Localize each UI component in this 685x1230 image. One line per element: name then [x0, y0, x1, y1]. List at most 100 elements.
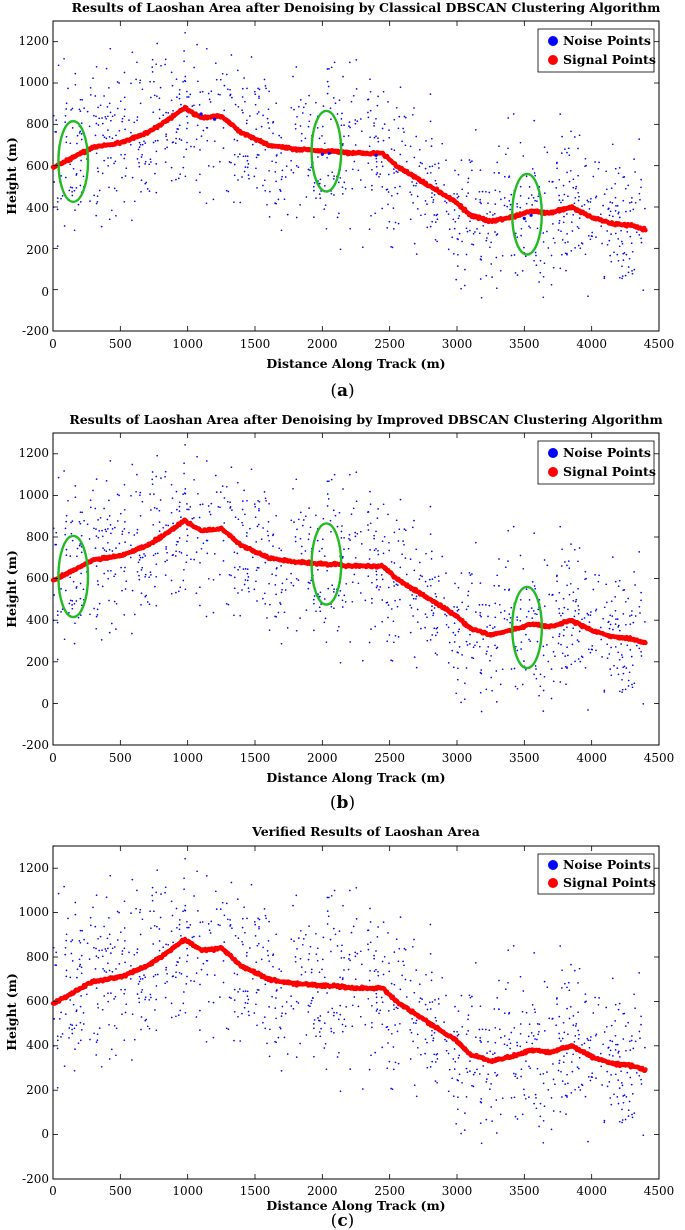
noise-point	[542, 1141, 545, 1144]
noise-point	[398, 528, 401, 531]
noise-point	[387, 173, 390, 176]
noise-point	[56, 614, 59, 616]
noise-point	[65, 514, 68, 517]
noise-point	[605, 583, 608, 586]
noise-point	[280, 152, 282, 154]
noise-point	[149, 158, 152, 161]
noise-point	[519, 619, 522, 622]
noise-point	[116, 493, 119, 496]
noise-point	[113, 526, 116, 529]
noise-point	[478, 190, 481, 193]
noise-point	[114, 995, 117, 998]
noise-point	[387, 513, 389, 516]
noise-point	[564, 655, 567, 657]
panel-b-legend-signal-marker	[548, 467, 558, 477]
noise-point	[458, 1073, 461, 1076]
noise-point	[476, 228, 478, 230]
noise-point	[631, 1116, 634, 1119]
noise-point	[313, 182, 316, 184]
noise-point	[395, 1006, 398, 1009]
noise-point	[368, 558, 371, 560]
noise-point	[297, 1002, 300, 1004]
noise-point	[508, 1012, 510, 1015]
noise-point	[171, 84, 174, 87]
noise-point	[592, 1012, 595, 1014]
noise-point	[55, 951, 58, 954]
noise-point	[97, 170, 100, 173]
noise-point	[480, 202, 482, 205]
noise-point	[409, 979, 412, 982]
noise-point	[255, 569, 258, 572]
noise-point	[630, 242, 633, 245]
noise-point	[119, 931, 122, 934]
noise-point	[279, 188, 281, 191]
noise-point	[354, 951, 357, 954]
noise-point	[95, 528, 97, 530]
noise-point	[222, 127, 225, 129]
noise-point	[101, 955, 104, 958]
noise-point	[402, 960, 404, 963]
noise-point	[463, 1129, 466, 1131]
noise-point	[397, 127, 400, 130]
noise-point	[213, 553, 216, 555]
noise-point	[205, 460, 208, 462]
noise-point	[508, 176, 510, 179]
noise-point	[395, 519, 398, 522]
noise-point	[79, 1005, 82, 1008]
noise-point	[343, 969, 345, 971]
noise-point	[76, 142, 78, 145]
noise-point	[264, 189, 267, 192]
noise-point	[516, 205, 519, 208]
panel-b-legend-box	[537, 440, 655, 485]
noise-point	[138, 141, 141, 144]
noise-point	[631, 610, 633, 612]
noise-point	[606, 657, 609, 660]
noise-point	[394, 221, 397, 224]
noise-point	[368, 1068, 371, 1071]
noise-point	[560, 1070, 562, 1073]
noise-point	[617, 238, 620, 240]
noise-point	[415, 595, 418, 598]
noise-point	[614, 596, 617, 598]
noise-point	[606, 243, 609, 246]
highlight-ellipse	[511, 172, 544, 256]
noise-point	[332, 509, 335, 512]
noise-point	[479, 691, 482, 694]
noise-point	[239, 614, 242, 617]
noise-point	[278, 547, 281, 550]
noise-point	[490, 676, 493, 679]
noise-point	[570, 663, 573, 666]
noise-point	[434, 238, 437, 241]
noise-point	[113, 1024, 116, 1027]
noise-point	[369, 522, 372, 525]
noise-point	[387, 932, 389, 934]
noise-point	[237, 105, 240, 108]
noise-point	[624, 600, 627, 603]
noise-point	[364, 599, 367, 602]
noise-point	[445, 159, 447, 162]
noise-point	[634, 615, 637, 617]
noise-point	[75, 187, 78, 189]
noise-point	[539, 673, 542, 676]
noise-point	[435, 1053, 438, 1056]
noise-point	[244, 166, 247, 168]
noise-point	[131, 219, 133, 222]
noise-point	[495, 1132, 498, 1134]
noise-point	[432, 612, 435, 614]
noise-point	[215, 78, 218, 81]
noise-point	[430, 971, 433, 974]
noise-point	[371, 168, 373, 171]
noise-point	[479, 611, 482, 614]
noise-point	[309, 169, 311, 171]
noise-point	[552, 680, 555, 683]
noise-point	[543, 146, 546, 149]
noise-point	[375, 530, 377, 533]
noise-point	[280, 591, 283, 594]
noise-point	[618, 276, 621, 279]
noise-point	[115, 1027, 118, 1030]
noise-point	[534, 199, 536, 202]
noise-point	[552, 237, 555, 240]
noise-point	[233, 972, 236, 975]
noise-point	[390, 982, 393, 985]
noise-point	[158, 928, 161, 930]
